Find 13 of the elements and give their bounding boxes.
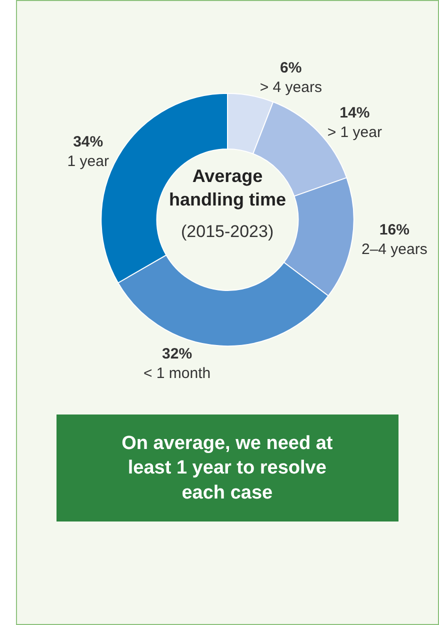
slice-label: 2–4 years: [361, 240, 428, 258]
data-label: 34%: [73, 134, 104, 151]
data-label: 14%: [340, 104, 370, 122]
data-label: 16%: [379, 221, 410, 238]
slice-label: > 1 year: [327, 124, 382, 142]
text: (2015-2023): [181, 222, 274, 241]
data-label: 6%: [280, 60, 302, 77]
text: On average, we need at least 1 year to resolve each case: [122, 433, 334, 504]
slice-label: > 4 years: [260, 79, 322, 96]
text: Average handling time: [169, 166, 286, 210]
slice-label: 1 year: [67, 153, 109, 170]
slice-label: < 1 month: [143, 365, 211, 382]
data-label: 32%: [162, 346, 192, 363]
